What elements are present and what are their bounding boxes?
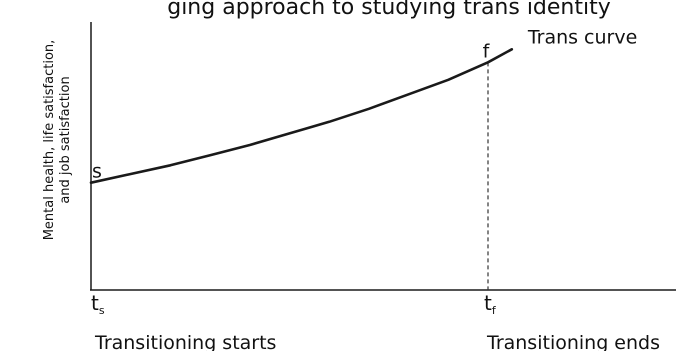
series-line-0	[89, 48, 514, 184]
y-axis-label-line2: and job satisfaction	[58, 76, 73, 203]
point-label-f: f	[483, 40, 491, 62]
x-tick-f: tf	[484, 291, 497, 317]
point-labels: sf	[92, 40, 491, 182]
x-tick-labels: ts tf	[91, 291, 497, 317]
point-label-s: s	[92, 161, 102, 183]
x-tick-s: ts	[91, 291, 105, 317]
series-labels: Trans curve	[527, 26, 637, 48]
series-group	[89, 48, 514, 184]
y-axis-label-line1: Mental health, life satisfaction,	[42, 40, 57, 241]
series-label-0: Trans curve	[527, 26, 637, 48]
x-captions: Transitioning starts Transitioning ends	[94, 332, 660, 351]
x-caption-1: Transitioning ends	[486, 332, 660, 351]
x-caption-0: Transitioning starts	[94, 332, 276, 351]
chart-title: ging approach to studying trans identity	[167, 0, 611, 20]
